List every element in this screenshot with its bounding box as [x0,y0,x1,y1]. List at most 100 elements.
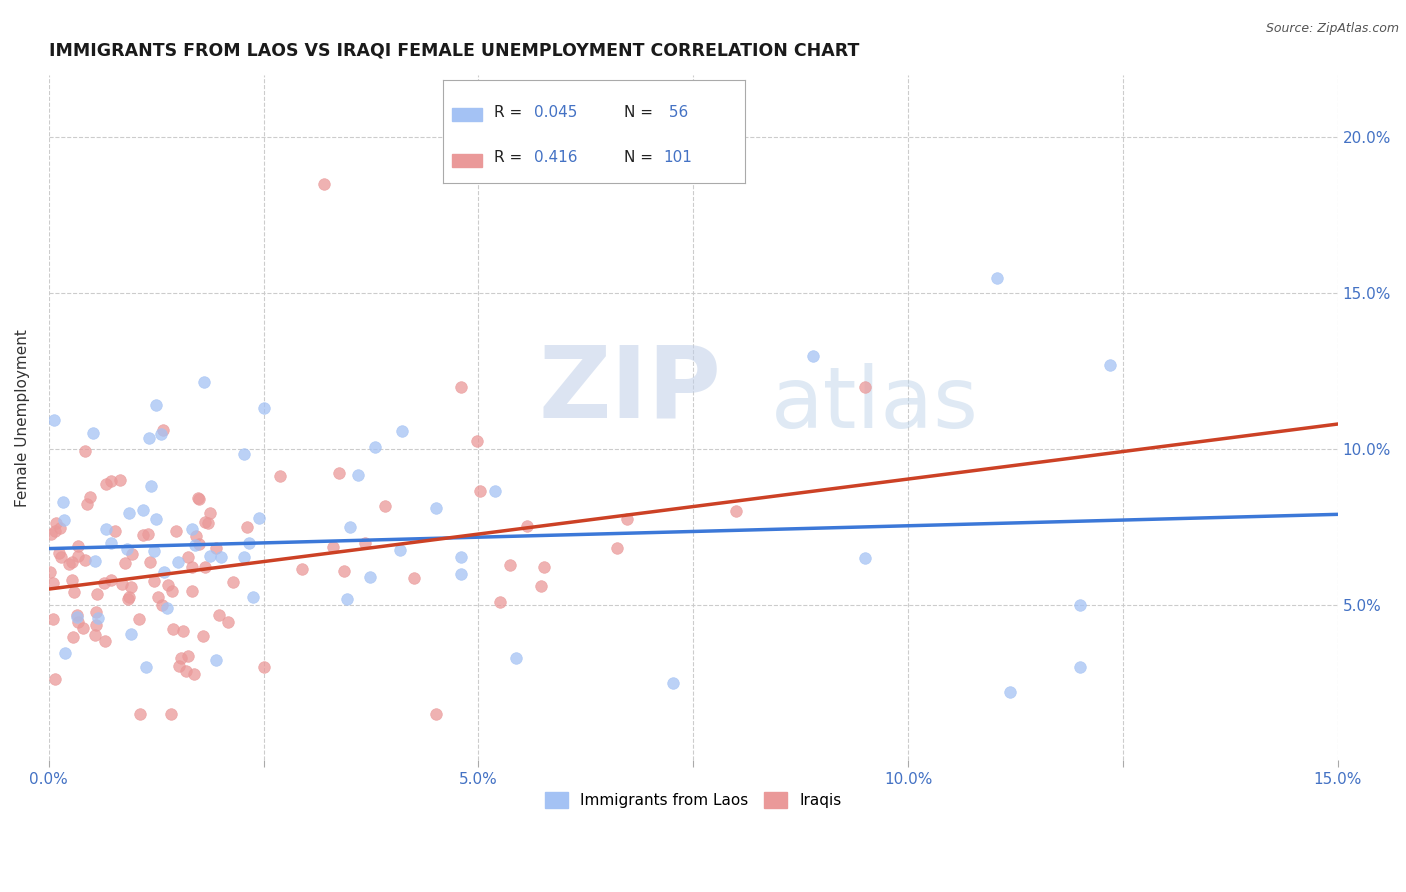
Point [86,605,108,619]
Point [66,607,89,622]
Point [1098,358,1121,372]
Point [170,650,193,665]
Point [339,520,361,534]
Point [180,584,202,599]
Point [120,627,142,641]
Point [84,617,107,632]
Point [53,646,76,660]
Point [200,506,222,520]
Point [247,510,270,524]
Point [135,659,157,673]
Point [484,484,506,499]
Point [108,473,131,487]
Point [63,585,86,599]
Point [425,706,447,721]
Point [132,528,155,542]
Text: 56: 56 [664,105,688,120]
Point [157,578,180,592]
Point [353,536,375,550]
Point [205,541,228,556]
Point [322,541,344,555]
Point [197,516,219,530]
Point [176,648,198,663]
Point [114,557,136,571]
Point [150,426,173,441]
Point [145,398,167,412]
Point [58,558,80,572]
Point [79,490,101,504]
Point [42,576,65,591]
Point [139,555,162,569]
Point [87,611,110,625]
Point [1069,660,1091,674]
Point [465,434,488,449]
Point [291,562,314,576]
Point [100,474,122,488]
Point [120,580,142,594]
Point [48,521,70,535]
Point [111,576,134,591]
Point [489,595,512,609]
Point [336,592,359,607]
Point [72,620,94,634]
Point [347,467,370,482]
Point [60,555,83,569]
Text: N =: N = [624,105,658,120]
Point [209,550,232,565]
Point [153,565,176,579]
Point [359,569,381,583]
Point [39,565,62,579]
Point [152,424,174,438]
Point [194,515,217,529]
Point [174,665,197,679]
Point [118,507,141,521]
Point [328,466,350,480]
Point [205,653,228,667]
Text: 101: 101 [664,150,692,165]
Point [853,379,876,393]
Point [93,575,115,590]
Point [236,519,259,533]
Point [45,516,67,530]
Point [172,624,194,638]
Point [159,706,181,721]
Point [86,587,108,601]
Point [117,592,139,607]
Point [198,549,221,563]
Point [1069,598,1091,612]
Point [450,566,472,581]
Point [42,413,65,427]
Point [450,379,472,393]
Point [142,574,165,588]
Y-axis label: Female Unemployment: Female Unemployment [15,329,30,507]
Point [998,685,1021,699]
Point [450,549,472,564]
Point [76,497,98,511]
Point [129,706,152,721]
Point [176,549,198,564]
Point [193,375,215,389]
Point [516,519,538,533]
Point [533,559,555,574]
Point [100,573,122,587]
Point [146,590,169,604]
Point [162,583,184,598]
Point [82,426,104,441]
Point [662,675,685,690]
Point [193,629,215,643]
Point [221,574,243,589]
Point [83,554,105,568]
Point [181,560,204,574]
Point [208,608,231,623]
Point [183,667,205,681]
Point [425,500,447,515]
Point [252,660,274,674]
Point [75,553,97,567]
Point [238,536,260,550]
Text: ZIP: ZIP [538,342,721,439]
Point [166,556,188,570]
Point [118,590,141,604]
Point [233,447,256,461]
Point [138,431,160,445]
Point [801,349,824,363]
